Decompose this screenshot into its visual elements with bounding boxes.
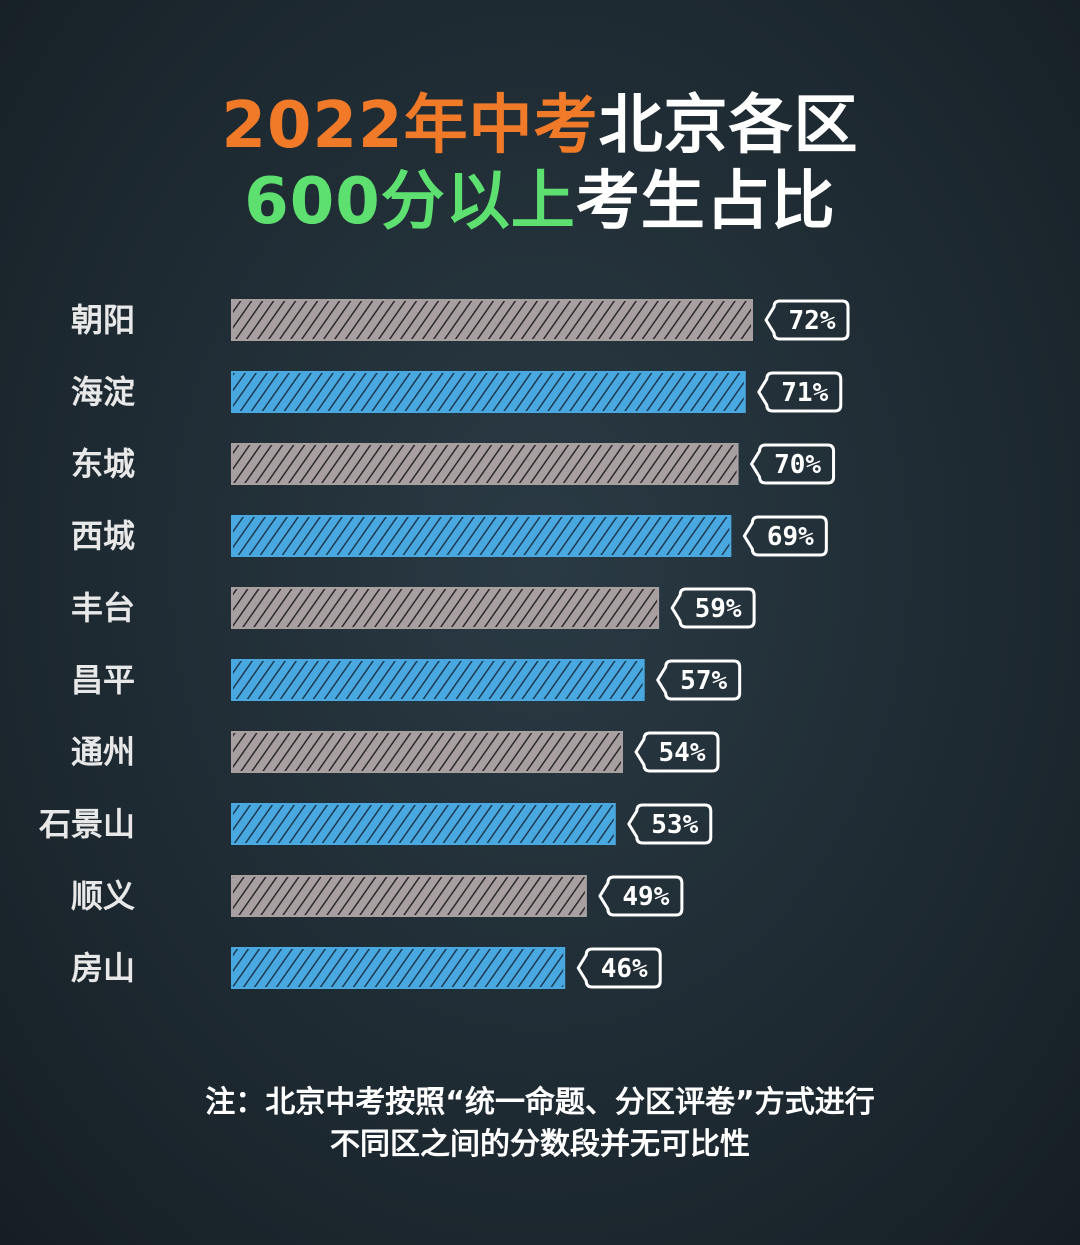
title-highlight-score: 600分以上 <box>244 165 576 239</box>
title-line-2: 600分以上考生占比 <box>0 164 1080 240</box>
category-label: 昌平 <box>71 661 135 699</box>
value-label: 69% <box>767 522 814 552</box>
value-label: 71% <box>781 378 828 408</box>
category-label: 石景山 <box>38 805 135 843</box>
value-tag <box>598 875 684 917</box>
value-tag <box>656 659 742 701</box>
value-tag <box>750 443 836 485</box>
footnote: 注：北京中考按照“统一命题、分区评卷”方式进行 不同区之间的分数段并无可比性 <box>0 1082 1080 1166</box>
bar <box>231 299 753 341</box>
value-label: 54% <box>659 738 706 768</box>
title-text-ratio: 考生占比 <box>575 165 836 239</box>
value-label: 59% <box>695 594 742 624</box>
value-tag <box>670 587 756 629</box>
category-label: 房山 <box>71 949 135 987</box>
chart-title: 2022年中考北京各区 600分以上考生占比 <box>0 88 1080 240</box>
title-line-1: 2022年中考北京各区 <box>0 88 1080 164</box>
bar <box>231 875 587 917</box>
title-highlight-year: 2022年中考 <box>221 89 599 163</box>
bar <box>231 947 566 989</box>
bar <box>231 731 623 773</box>
bar <box>231 587 660 629</box>
value-tag <box>757 371 843 413</box>
value-label: 49% <box>622 882 669 912</box>
footnote-line-1: 注：北京中考按照“统一命题、分区评卷”方式进行 <box>205 1085 875 1120</box>
title-text-districts: 北京各区 <box>598 89 859 163</box>
bar <box>231 443 739 485</box>
value-tag <box>764 299 850 341</box>
bar <box>231 659 645 701</box>
bar <box>231 803 616 845</box>
bars-layer: 朝阳 72% 海淀 71% 东城 70% 西城 69% 丰台 59% 昌平 57% 通州 54% 石景山 53… <box>38 299 850 989</box>
value-tag <box>627 803 713 845</box>
value-label: 70% <box>774 450 821 480</box>
category-label: 顺义 <box>71 877 135 915</box>
value-label: 46% <box>601 954 648 984</box>
value-label: 53% <box>651 810 698 840</box>
category-label: 东城 <box>71 445 135 483</box>
category-label: 西城 <box>71 517 135 555</box>
footnote-line-2: 不同区之间的分数段并无可比性 <box>330 1127 750 1162</box>
value-tag <box>576 947 662 989</box>
category-label: 通州 <box>71 733 135 771</box>
value-tag <box>634 731 720 773</box>
category-label: 丰台 <box>71 589 135 627</box>
bar <box>231 515 732 557</box>
category-label: 朝阳 <box>71 301 135 339</box>
value-label: 57% <box>680 666 727 696</box>
bar <box>231 371 746 413</box>
category-label: 海淀 <box>71 373 135 411</box>
value-label: 72% <box>789 306 836 336</box>
value-tag <box>742 515 828 557</box>
